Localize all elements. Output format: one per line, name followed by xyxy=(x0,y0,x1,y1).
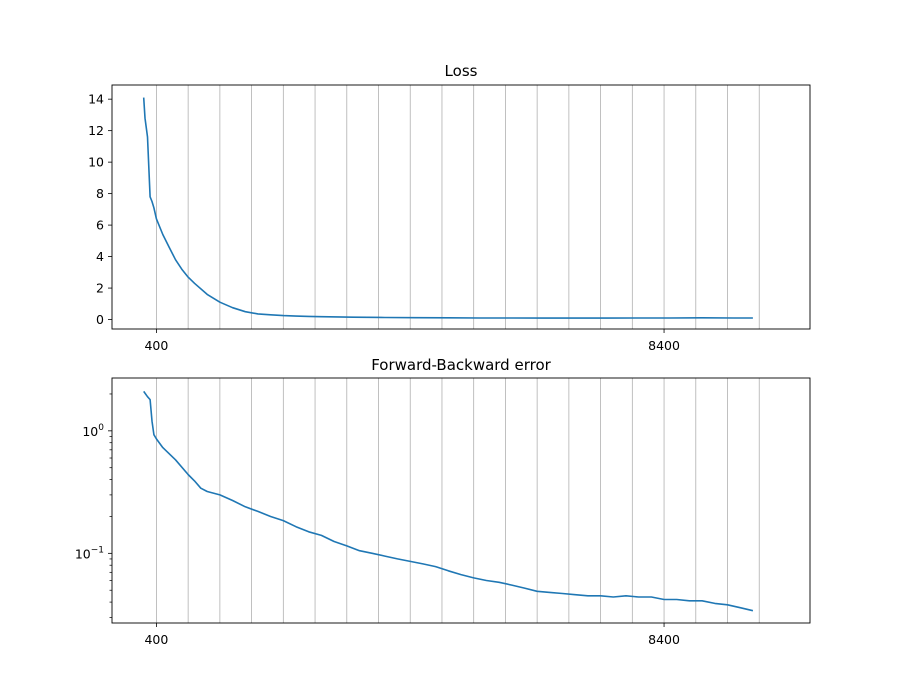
chart-title: Forward-Backward error xyxy=(371,356,551,374)
loss-panel: 400 8400 0 2 4 6 8 10 12 14 Loss xyxy=(88,62,811,353)
y-tick-label: 14 xyxy=(88,92,104,107)
y-tick-label: 0 xyxy=(96,312,104,327)
chart-title: Loss xyxy=(445,62,478,80)
series-line xyxy=(143,390,754,612)
y-tick-label: 12 xyxy=(88,123,104,138)
series-line xyxy=(142,97,753,319)
y-tick-label: 4 xyxy=(96,249,104,264)
axes-frame xyxy=(111,377,811,624)
axes-frame xyxy=(111,84,811,330)
y-tick-label: 10 xyxy=(88,155,104,170)
y-tick-label: 10−1 xyxy=(75,545,104,561)
x-tick-label: 400 xyxy=(144,632,168,647)
x-tick-label: 8400 xyxy=(648,632,680,647)
y-tick-label: 6 xyxy=(96,218,104,233)
x-tick-label: 8400 xyxy=(648,338,680,353)
y-tick-label: 8 xyxy=(96,186,104,201)
x-tick-label: 400 xyxy=(144,338,168,353)
y-tick-label: 2 xyxy=(96,281,104,296)
fb-error-panel: 400 8400 100 10−1 Forward-Backward error xyxy=(75,356,811,647)
y-tick-label: 100 xyxy=(82,423,104,439)
